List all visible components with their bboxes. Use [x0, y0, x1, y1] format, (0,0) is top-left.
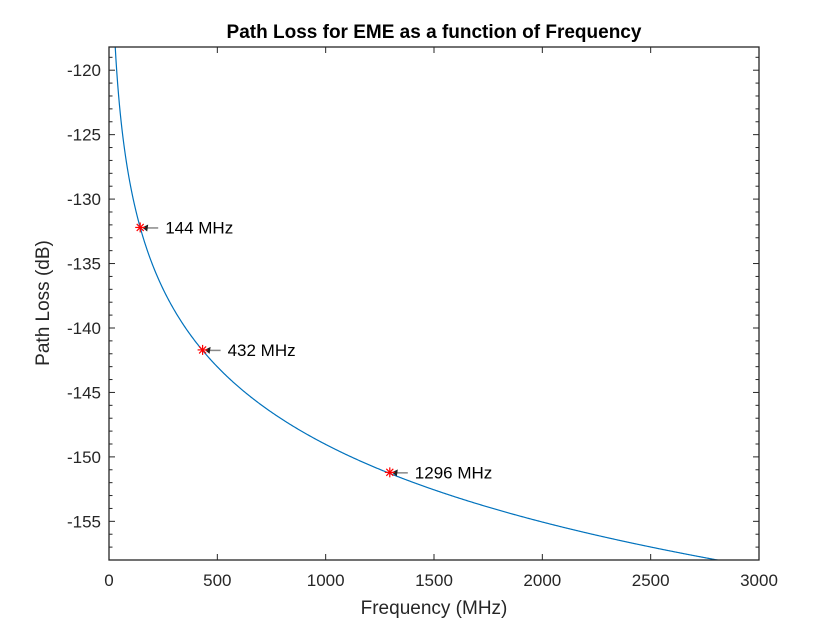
x-tick-label: 1000	[307, 571, 345, 590]
x-tick-label: 3000	[740, 571, 778, 590]
marker-layer: 144 MHz 432 MHz 1296 MHz	[135, 218, 492, 482]
x-tick-label: 2000	[523, 571, 561, 590]
y-tick-label: -125	[67, 126, 101, 145]
x-tick-label: 2500	[632, 571, 670, 590]
path-loss-line	[114, 47, 721, 560]
annotation-label: 432 MHz	[228, 341, 296, 360]
x-axis-label: Frequency (MHz)	[361, 598, 508, 619]
annotation-label: 144 MHz	[165, 218, 233, 237]
annotation-1296-mhz: 1296 MHz	[384, 463, 492, 482]
y-tick-label: -155	[67, 512, 101, 531]
y-tick-label: -135	[67, 255, 101, 274]
y-axis-label: Path Loss (dB)	[33, 240, 54, 366]
annotation-144-mhz: 144 MHz	[135, 218, 233, 237]
y-ticks: -155 -150 -145 -140 -135 -130 -125 -120	[67, 56, 759, 561]
chart-title: Path Loss for EME as a function of Frequ…	[227, 22, 642, 43]
x-tick-label: 1500	[415, 571, 453, 590]
x-tick-label: 500	[203, 571, 231, 590]
x-tick-label: 0	[104, 571, 113, 590]
annotation-label: 1296 MHz	[415, 463, 492, 482]
curve-layer	[114, 47, 721, 560]
data-marker-asterisk	[135, 222, 146, 233]
data-marker-asterisk	[384, 467, 395, 478]
y-tick-label: -140	[67, 319, 101, 338]
axes-background	[109, 47, 759, 560]
y-tick-label: -120	[67, 61, 101, 80]
y-tick-label: -150	[67, 448, 101, 467]
x-ticks: 0 500 1000 1500 2000 2500 3000	[104, 47, 778, 590]
annotation-432-mhz: 432 MHz	[197, 341, 296, 360]
data-marker-asterisk	[197, 344, 208, 355]
y-tick-label: -145	[67, 383, 101, 402]
y-tick-label: -130	[67, 190, 101, 209]
plot-area: 144 MHz 432 MHz 1296 MHz 0 500 1000 1500 2000 2…	[67, 46, 778, 590]
